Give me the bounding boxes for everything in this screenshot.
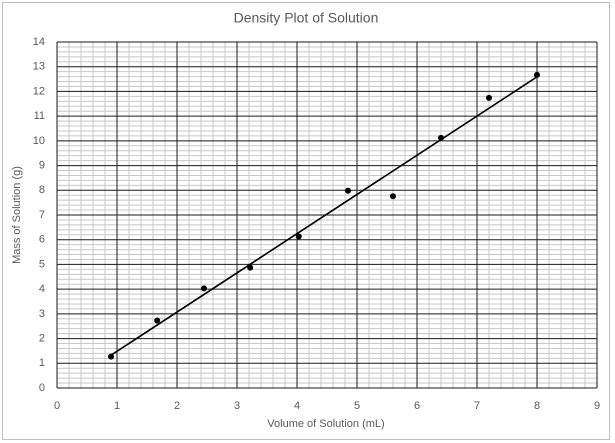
y-tick-label: 11: [34, 110, 45, 122]
y-tick-label: 3: [39, 308, 45, 320]
data-point: [534, 71, 540, 78]
data-point: [345, 187, 351, 194]
y-tick-label: 13: [33, 61, 45, 73]
y-tick-label: 8: [39, 184, 45, 196]
y-tick-label: 2: [39, 332, 45, 344]
data-point: [486, 94, 492, 101]
y-tick-label: 6: [39, 234, 45, 246]
y-tick-label: 1: [39, 357, 45, 369]
y-tick-label: 0: [39, 382, 45, 394]
x-tick-label: 3: [234, 400, 240, 412]
y-tick-label: 14: [33, 36, 45, 48]
y-tick-label: 5: [39, 258, 45, 270]
grid: [56, 41, 598, 389]
y-tick-label: 12: [33, 85, 45, 97]
y-tick-label: 4: [39, 283, 45, 295]
x-tick-label: 1: [114, 400, 120, 412]
data-point: [438, 134, 444, 141]
data-point: [247, 264, 254, 271]
x-tick-label: 8: [534, 400, 540, 412]
data-point: [295, 233, 302, 240]
y-tick-label: 7: [39, 209, 45, 221]
x-tick-label: 6: [414, 400, 420, 412]
data-point: [390, 193, 396, 200]
chart-frame: [2, 2, 610, 440]
chart-title: Density Plot of Solution: [234, 10, 379, 26]
x-tick-label: 4: [294, 400, 300, 412]
x-tick-label: 0: [54, 400, 60, 412]
x-tick-label: 5: [354, 400, 360, 412]
y-axis-label: Mass of Solution (g): [11, 166, 23, 264]
y-tick-label: 9: [39, 159, 45, 171]
x-tick-label: 7: [474, 400, 480, 412]
x-tick-label: 2: [174, 400, 180, 412]
y-tick-label: 10: [33, 135, 45, 147]
x-axis-label: Volume of Solution (mL): [267, 418, 384, 430]
trendline: [110, 76, 538, 356]
data-point: [154, 317, 161, 324]
x-tick-label: 9: [594, 400, 600, 412]
data-point: [201, 285, 207, 292]
data-point: [108, 353, 114, 360]
